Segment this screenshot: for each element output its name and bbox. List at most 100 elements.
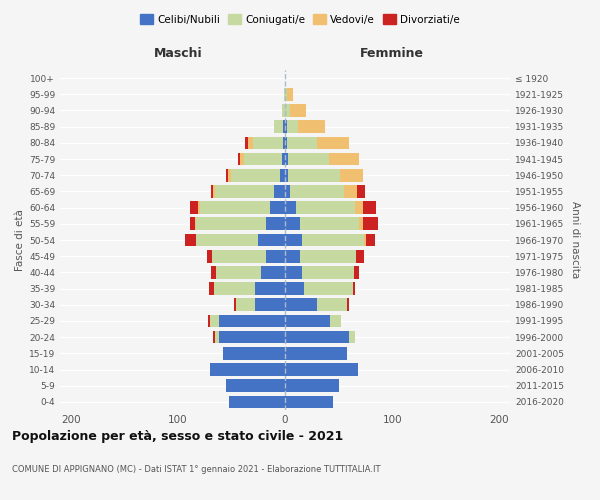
Bar [285, 347, 347, 360]
Bar [253, 136, 283, 149]
Bar [248, 136, 253, 149]
Bar [285, 104, 290, 117]
Bar [255, 282, 285, 295]
Bar [285, 314, 330, 328]
Bar [270, 202, 285, 214]
Bar [284, 88, 285, 101]
Bar [290, 185, 344, 198]
Bar [287, 136, 317, 149]
Text: Popolazione per età, sesso e stato civile - 2021: Popolazione per età, sesso e stato civil… [12, 430, 343, 443]
Bar [357, 185, 365, 198]
Bar [200, 202, 270, 214]
Bar [317, 136, 349, 149]
Bar [285, 250, 300, 262]
Bar [232, 169, 280, 181]
Bar [285, 120, 287, 133]
Bar [298, 120, 325, 133]
Bar [282, 152, 285, 166]
Bar [190, 202, 198, 214]
Bar [255, 298, 285, 311]
Bar [213, 185, 215, 198]
Bar [233, 298, 236, 311]
Bar [274, 185, 285, 198]
Bar [218, 314, 285, 328]
Bar [211, 185, 213, 198]
Bar [217, 266, 262, 278]
Bar [208, 314, 210, 328]
Bar [285, 88, 287, 101]
Bar [302, 266, 353, 278]
Y-axis label: Fasce di età: Fasce di età [15, 209, 25, 271]
Bar [285, 331, 349, 344]
Text: Maschi: Maschi [154, 48, 202, 60]
Bar [209, 282, 214, 295]
Bar [238, 152, 240, 166]
Bar [359, 218, 363, 230]
Bar [344, 185, 357, 198]
Bar [212, 250, 266, 262]
Bar [244, 152, 282, 166]
Bar [198, 202, 200, 214]
Bar [285, 202, 296, 214]
Bar [226, 380, 285, 392]
Text: COMUNE DI APPIGNANO (MC) - Dati ISTAT 1° gennaio 2021 - Elaborazione TUTTITALIA.: COMUNE DI APPIGNANO (MC) - Dati ISTAT 1°… [12, 465, 380, 474]
Y-axis label: Anni di nascita: Anni di nascita [569, 202, 580, 278]
Bar [287, 120, 298, 133]
Bar [211, 266, 217, 278]
Bar [353, 266, 359, 278]
Bar [283, 120, 285, 133]
Bar [285, 282, 304, 295]
Legend: Celibi/Nubili, Coniugati/e, Vedovi/e, Divorziati/e: Celibi/Nubili, Coniugati/e, Vedovi/e, Di… [136, 10, 464, 29]
Bar [285, 136, 287, 149]
Bar [258, 234, 285, 246]
Bar [228, 169, 232, 181]
Bar [300, 250, 356, 262]
Bar [364, 234, 367, 246]
Bar [262, 266, 285, 278]
Bar [282, 104, 285, 117]
Bar [285, 152, 288, 166]
Bar [229, 396, 285, 408]
Bar [330, 314, 341, 328]
Bar [185, 234, 196, 246]
Bar [266, 250, 285, 262]
Bar [274, 120, 283, 133]
Bar [196, 234, 258, 246]
Bar [367, 234, 375, 246]
Bar [190, 218, 195, 230]
Bar [215, 185, 274, 198]
Bar [240, 152, 244, 166]
Bar [285, 396, 333, 408]
Bar [296, 202, 355, 214]
Text: Femmine: Femmine [360, 48, 424, 60]
Bar [214, 282, 255, 295]
Bar [356, 250, 364, 262]
Bar [288, 169, 340, 181]
Bar [340, 169, 363, 181]
Bar [218, 331, 285, 344]
Bar [245, 136, 248, 149]
Bar [300, 218, 359, 230]
Bar [195, 218, 196, 230]
Bar [347, 298, 349, 311]
Bar [285, 380, 338, 392]
Bar [210, 363, 285, 376]
Bar [266, 218, 285, 230]
Bar [287, 88, 293, 101]
Bar [302, 234, 364, 246]
Bar [355, 202, 363, 214]
Bar [280, 169, 285, 181]
Bar [236, 298, 255, 311]
Bar [285, 169, 288, 181]
Bar [285, 266, 302, 278]
Bar [285, 185, 290, 198]
Bar [363, 202, 376, 214]
Bar [210, 314, 218, 328]
Bar [349, 331, 355, 344]
Bar [288, 152, 329, 166]
Bar [329, 152, 359, 166]
Bar [353, 282, 355, 295]
Bar [285, 298, 317, 311]
Bar [223, 347, 285, 360]
Bar [283, 136, 285, 149]
